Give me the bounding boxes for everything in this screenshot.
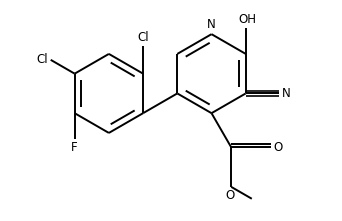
Text: F: F — [71, 141, 78, 154]
Text: N: N — [207, 18, 216, 31]
Text: O: O — [225, 189, 235, 202]
Text: OH: OH — [238, 13, 256, 27]
Text: O: O — [273, 141, 282, 154]
Text: N: N — [282, 87, 290, 100]
Text: Cl: Cl — [37, 53, 48, 66]
Text: Cl: Cl — [137, 31, 149, 44]
